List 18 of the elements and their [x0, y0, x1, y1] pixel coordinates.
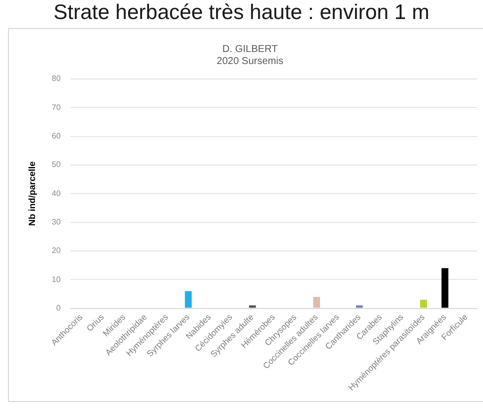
- chart-subtitle: D. GILBERT 2020 Sursemis: [216, 44, 284, 67]
- chart-title: Strate herbacée très haute : environ 1 m: [52, 0, 430, 26]
- bar: [356, 305, 363, 308]
- y-tick-label: 30: [52, 218, 62, 227]
- bar: [313, 296, 320, 308]
- y-tick-label: 80: [52, 74, 62, 84]
- bar: [249, 305, 256, 308]
- y-tick-label: 70: [52, 102, 62, 112]
- y-tick-label: 40: [52, 188, 62, 198]
- y-tick-label: 10: [52, 274, 62, 284]
- y-axis-title: Nb ind/parcelle: [26, 161, 37, 226]
- bar: [442, 268, 448, 308]
- y-tick-label: 0: [56, 303, 62, 312]
- bar: [420, 300, 427, 308]
- y-tick-label: 20: [52, 246, 62, 256]
- y-tick-label: 50: [52, 160, 62, 170]
- y-tick-label: 60: [52, 132, 62, 141]
- bar: [184, 291, 192, 308]
